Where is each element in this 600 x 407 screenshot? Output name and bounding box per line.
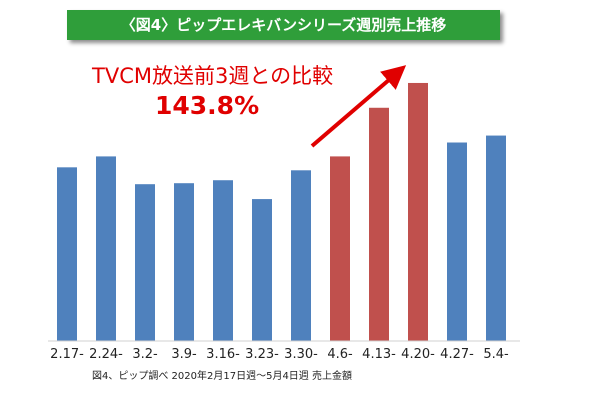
bar-2-17-	[57, 167, 77, 341]
bar-4-6-	[330, 156, 350, 341]
bar-4-27-	[447, 142, 467, 341]
x-tick-label: 4.13-	[362, 347, 396, 362]
x-tick-label: 5.4-	[483, 347, 509, 362]
chart-title-banner: 〈図4〉ピップエレキバンシリーズ週別売上推移	[67, 10, 500, 40]
x-tick-label: 4.6-	[327, 347, 353, 362]
x-tick-label: 3.23-	[245, 347, 279, 362]
chart-title: 〈図4〉ピップエレキバンシリーズ週別売上推移	[120, 16, 447, 34]
trend-arrow-icon-core	[310, 65, 407, 148]
bar-4-13-	[369, 107, 389, 341]
x-tick-label: 4.20-	[401, 347, 435, 362]
bar-3-2-	[135, 184, 155, 341]
source-footnote: 図4、ピップ調べ 2020年2月17日週〜5月4日週 売上金額	[92, 371, 352, 382]
x-tick-label: 4.27-	[440, 347, 474, 362]
bar-3-9-	[174, 183, 194, 341]
x-tick-label: 2.17-	[50, 347, 84, 362]
x-tick-label: 3.30-	[284, 347, 318, 362]
x-tick-label: 3.16-	[206, 347, 240, 362]
x-tick-label: 2.24-	[89, 347, 123, 362]
bar-3-23-	[252, 199, 272, 341]
bar-4-20-	[408, 82, 428, 341]
bar-5-4-	[486, 135, 506, 341]
comparison-label: TVCM放送前3週との比較	[92, 64, 334, 88]
x-tick-label: 3.2-	[132, 347, 158, 362]
bar-3-30-	[291, 170, 311, 341]
x-tick-label: 3.9-	[171, 347, 197, 362]
bar-2-24-	[96, 156, 116, 341]
bar-3-16-	[213, 180, 233, 341]
comparison-percentage: 143.8%	[155, 91, 260, 120]
